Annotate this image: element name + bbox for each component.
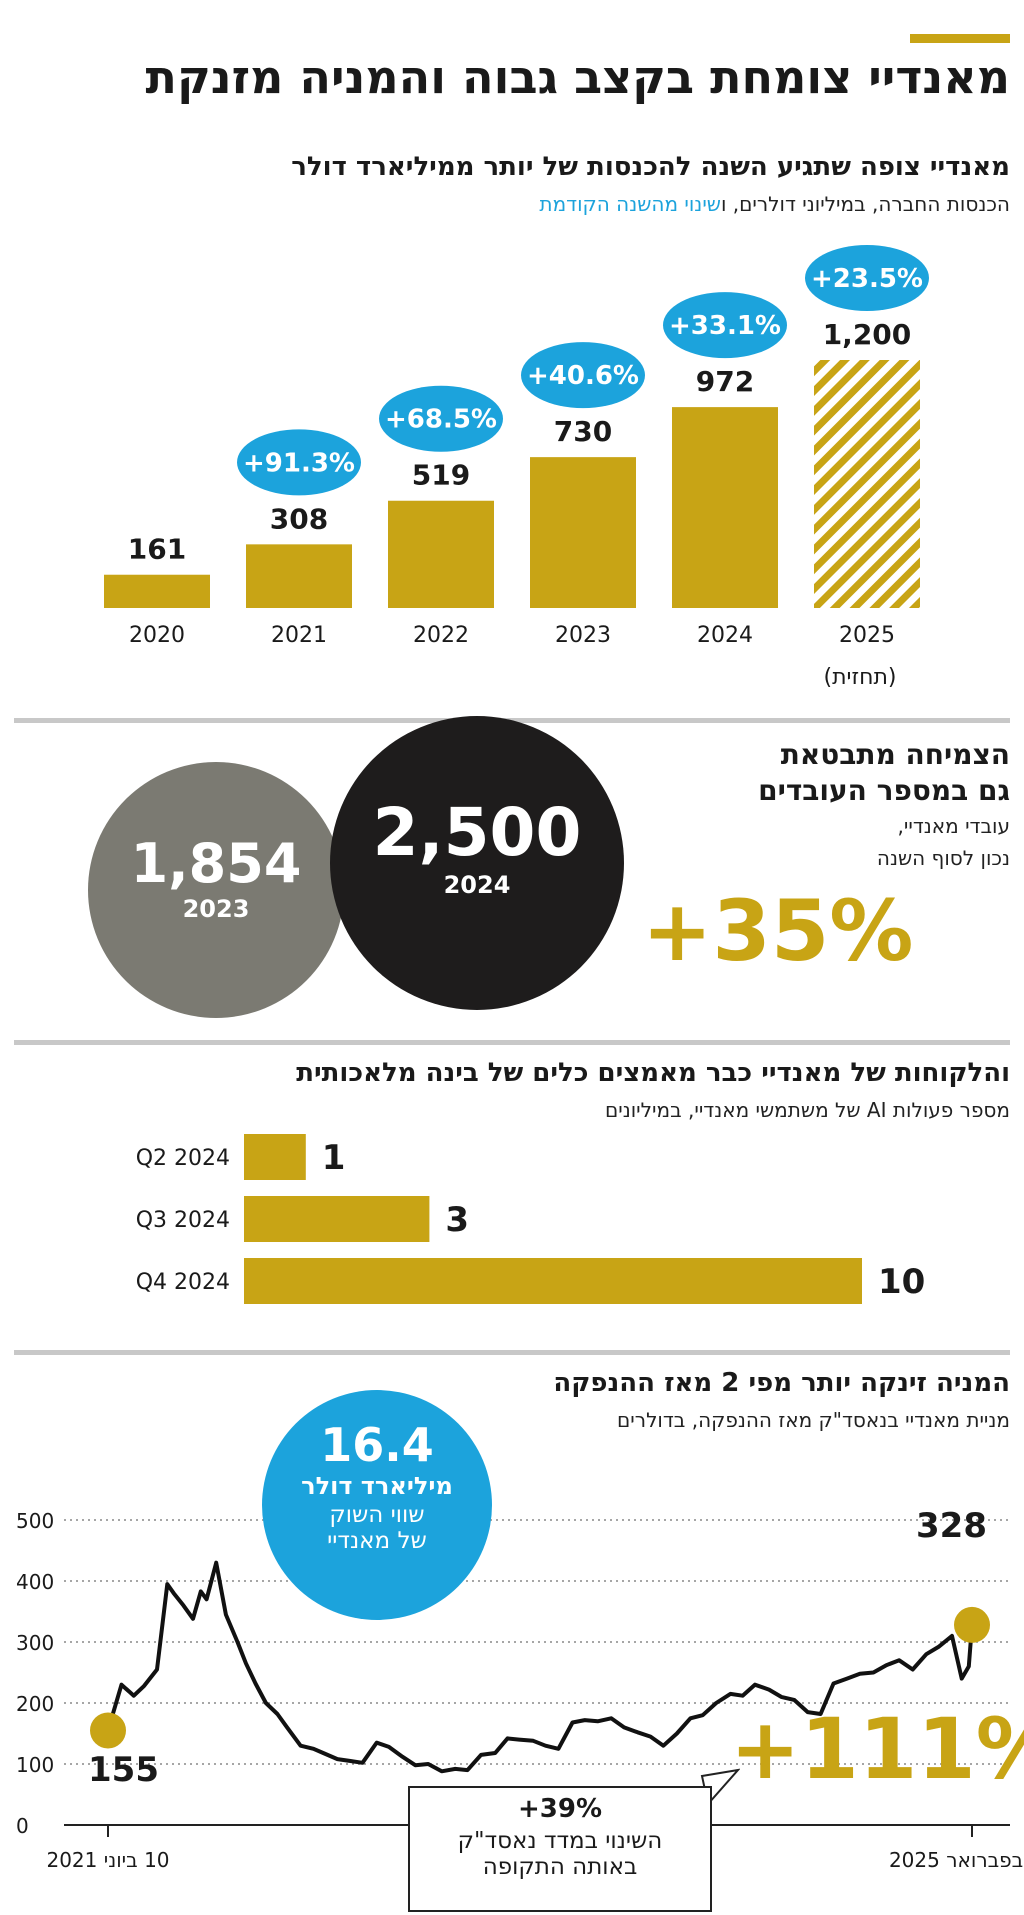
stock-start-marker (90, 1712, 126, 1749)
forecast-label: (תחזית) (823, 665, 897, 690)
stock-price-line (106, 1560, 974, 1774)
stock-end-label: 328 (916, 1506, 987, 1546)
revenue-subtitle-main: הכנסות החברה, במיליוני דולרים, ו (720, 192, 1010, 216)
stock-end-marker (954, 1606, 990, 1643)
ai-value-2: 10 (878, 1262, 925, 1302)
employees-2024-circle: 2,500 2024 (330, 716, 624, 1010)
ai-value-0: 1 (322, 1138, 346, 1178)
revenue-year-2022: 2022 (413, 623, 469, 648)
nasdaq-line1: השינוי במדד נאסד"ק (457, 1828, 663, 1854)
stock-start-label: 155 (88, 1750, 159, 1790)
market-cap-value: 16.4 (320, 1418, 434, 1472)
page-title: מאנדיי צומחת בקצב גבוה והמניה מזנקת (145, 50, 1010, 104)
nasdaq-change: +39% (517, 1794, 603, 1824)
employees-sub-line1: עובדי מאנדיי, (897, 814, 1010, 838)
ai-bar-2 (244, 1258, 862, 1304)
revenue-change-badge-2022 (379, 385, 503, 452)
revenue-subtitle: הכנסות החברה, במיליוני דולרים, ושינוי מה… (539, 192, 1010, 216)
revenue-chart: 161 2020 308 2021 +91.3% 519 2022 +68.5% 730 2023… (104, 245, 929, 648)
stock-subtitle: מניית מאנדיי בנאסד"ק מאז ההנפקה, בדולרים (617, 1408, 1010, 1432)
employees-title-line1: הצמיחה מתבטאת (780, 738, 1010, 771)
revenue-bar-2025 (814, 360, 920, 608)
revenue-change-badge-2023 (521, 342, 645, 409)
revenue-change-2023: +40.6% (527, 361, 639, 391)
revenue-change-2022: +68.5% (385, 405, 497, 435)
revenue-change-2025: +23.5% (811, 264, 923, 294)
revenue-year-2021: 2021 (271, 623, 327, 648)
revenue-year-2023: 2023 (555, 623, 611, 648)
stock-xtick-end: 10 בפברואר 2025 (889, 1848, 1024, 1872)
market-cap-circle: 16.4 מיליארד דולר שווי השוק של מאנדיי (262, 1390, 492, 1620)
employees-title-line2: גם במספר העובדים (758, 774, 1010, 807)
ai-bar-0 (244, 1134, 306, 1180)
stock-xtick-start: 10 ביוני 2021 (46, 1848, 169, 1872)
revenue-bar-2020 (104, 574, 210, 608)
employees-growth: +35% (642, 882, 914, 980)
revenue-change-badge-2024 (663, 292, 787, 359)
market-cap-label2: של מאנדיי (327, 1528, 427, 1554)
revenue-year-2024: 2024 (697, 623, 753, 648)
stock-ytick-100: 100 (16, 1753, 54, 1777)
revenue-change-2024: +33.1% (669, 311, 781, 341)
ai-bar-1 (244, 1196, 430, 1242)
section-divider-2 (14, 1040, 1010, 1045)
market-cap-label1: שווי השוק (329, 1502, 425, 1528)
employees-2023-circle: 1,854 2023 (88, 762, 344, 1018)
revenue-value-2020: 161 (128, 533, 186, 566)
revenue-value-2025: 1,200 (823, 318, 912, 351)
stock-growth: +111% (730, 1700, 1024, 1798)
ai-category-0: Q2 2024 (136, 1146, 230, 1171)
revenue-value-2022: 519 (412, 459, 470, 492)
revenue-bar-2022 (388, 500, 494, 608)
stock-ytick-0: 0 (16, 1814, 29, 1838)
ai-subtitle: מספר פעולות AI של משתמשי מאנדיי, במיליונ… (604, 1098, 1010, 1122)
revenue-bar-2021 (246, 544, 352, 608)
revenue-subtitle-highlight: שינוי מהשנה הקודמת (539, 192, 721, 216)
ai-value-1: 3 (445, 1200, 469, 1240)
ai-category-1: Q3 2024 (136, 1208, 230, 1233)
employees-2023-year: 2023 (182, 895, 250, 923)
stock-ytick-400: 400 (16, 1570, 54, 1594)
revenue-year-2020: 2020 (129, 623, 185, 648)
revenue-change-badge-2025 (805, 245, 929, 311)
section-divider-3 (14, 1350, 1010, 1355)
market-cap-unit: מיליארד דולר (301, 1472, 453, 1500)
nasdaq-callout: +39% השינוי במדד נאסד"ק באותה התקופה (408, 1786, 712, 1912)
header-accent-bar (910, 34, 1010, 43)
stock-ytick-300: 300 (16, 1631, 54, 1655)
revenue-value-2024: 972 (696, 365, 754, 398)
stock-ytick-500: 500 (16, 1509, 54, 1533)
employees-2023-value: 1,854 (130, 832, 302, 895)
stock-chart: 0 100 200 300 400 500 10 ביוני 2021 10 בפברואר … (16, 1509, 1024, 1872)
revenue-title: מאנדיי צופה שתגיע השנה להכנסות של יותר מ… (291, 152, 1010, 182)
revenue-value-2023: 730 (554, 415, 612, 448)
revenue-value-2021: 308 (270, 502, 328, 535)
ai-title: והלקוחות של מאנדיי כבר מאמצים כלים של בי… (296, 1058, 1010, 1088)
revenue-change-badge-2021 (237, 429, 361, 496)
revenue-year-2025: 2025 (839, 623, 895, 648)
nasdaq-line2: באותה התקופה (482, 1854, 638, 1880)
employees-sub-line2: נכון לסוף השנה (876, 846, 1010, 870)
stock-title: המניה זינקה יותר מפי 2 מאז ההנפקה (553, 1368, 1010, 1398)
stock-ytick-200: 200 (16, 1692, 54, 1716)
employees-2024-value: 2,500 (372, 794, 582, 871)
employees-2024-year: 2024 (443, 871, 511, 899)
revenue-bar-2023 (530, 457, 636, 608)
ai-category-2: Q4 2024 (136, 1270, 230, 1295)
revenue-bar-2024 (672, 407, 778, 608)
ai-actions-chart: Q2 2024 1 Q3 2024 3 Q4 2024 10 (136, 1134, 925, 1304)
revenue-change-2021: +91.3% (243, 448, 355, 478)
